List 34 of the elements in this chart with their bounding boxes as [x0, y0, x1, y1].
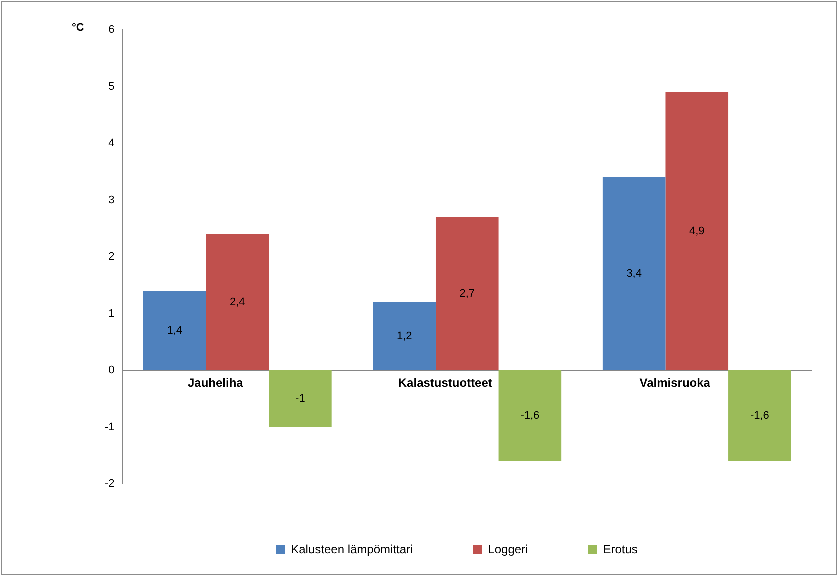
data-label: -1,6 — [750, 410, 770, 422]
y-tick-label: 1 — [108, 308, 115, 320]
x-tick-label: Jauheliha — [188, 376, 244, 390]
data-label: -1 — [296, 392, 306, 405]
bar — [436, 217, 499, 370]
x-tick-label: Valmisruoka — [640, 376, 711, 390]
bar — [143, 291, 206, 370]
y-tick-label: 3 — [108, 194, 115, 206]
data-label: -1,6 — [520, 410, 540, 422]
bar — [373, 302, 436, 370]
bar — [728, 370, 792, 462]
data-label: 2,4 — [230, 296, 246, 308]
y-tick-label: 2 — [108, 251, 115, 264]
y-tick-label: 6 — [108, 24, 115, 36]
data-label: 2,7 — [460, 288, 476, 300]
bar — [666, 92, 729, 370]
y-axis-title: °C — [72, 22, 84, 34]
y-tick-label: -2 — [105, 478, 115, 490]
legend-label: Loggeri — [488, 542, 528, 556]
legend-label: Kalusteen lämpömittari — [291, 542, 414, 556]
y-tick-label: -1 — [105, 421, 115, 434]
y-tick-label: 0 — [108, 364, 115, 377]
bar — [269, 370, 332, 428]
y-tick-label: 5 — [108, 80, 115, 93]
legend-label: Erotus — [603, 542, 638, 556]
bar — [498, 370, 562, 462]
data-label: 1,2 — [396, 330, 412, 342]
y-tick-label: 4 — [108, 138, 115, 150]
data-label: 3,4 — [626, 268, 642, 280]
bar — [602, 178, 666, 370]
bar — [206, 234, 270, 370]
x-tick-label: Kalastustuotteet — [398, 376, 492, 390]
data-label: 4,9 — [689, 225, 705, 238]
data-label: 1,4 — [167, 324, 183, 337]
